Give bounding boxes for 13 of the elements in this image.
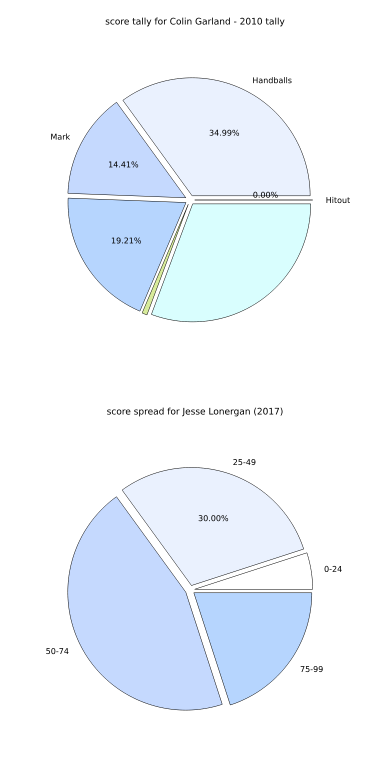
slice-label: 50-74 bbox=[46, 648, 68, 654]
slice-label: Handballs bbox=[253, 77, 292, 84]
data-label: 14.41% bbox=[109, 161, 138, 168]
chart-title: score spread for Jesse Lonergan (2017) bbox=[107, 408, 283, 416]
data-label: 19.21% bbox=[112, 237, 142, 244]
slice-label: Mark bbox=[51, 134, 70, 140]
slice-label: 75-99 bbox=[300, 666, 323, 672]
chart-title: score tally for Colin Garland - 2010 tally bbox=[106, 18, 285, 26]
data-label: 34.99% bbox=[210, 130, 240, 136]
category-label: Hitout bbox=[326, 196, 350, 204]
slice-label: 0-24 bbox=[324, 566, 342, 572]
data-label: 30.00% bbox=[198, 515, 228, 522]
slice-label: 25-49 bbox=[233, 459, 256, 466]
